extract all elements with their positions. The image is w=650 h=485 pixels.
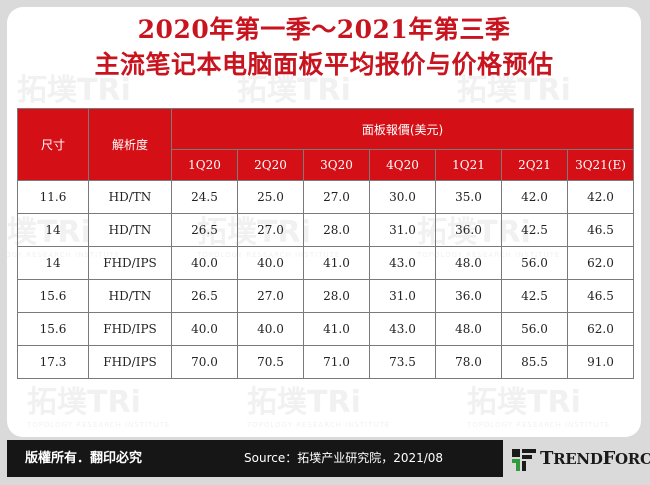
cell-price: 25.0 <box>237 180 304 214</box>
cell-size: 15.6 <box>17 312 89 346</box>
footer-bar: 版權所有．翻印必究 Source：拓墣产业研究院，2021/08 <box>7 440 503 477</box>
cell-price: 27.0 <box>303 180 370 214</box>
cell-resolution: HD/TN <box>88 180 172 214</box>
cell-price: 91.0 <box>566 345 635 379</box>
copyright-text: 版權所有．翻印必究 <box>25 451 143 466</box>
cell-size: 15.6 <box>17 279 89 313</box>
cell-price: 27.0 <box>237 213 304 247</box>
cell-price: 48.0 <box>435 246 502 280</box>
cell-price: 48.0 <box>435 312 502 346</box>
cell-price: 41.0 <box>303 246 370 280</box>
header-quarter: 3Q21(E) <box>566 149 635 181</box>
cell-price: 40.0 <box>171 246 238 280</box>
cell-price: 42.0 <box>501 180 568 214</box>
table-row: 14 HD/TN 26.5 27.0 28.0 31.0 36.0 42.5 46.5 <box>17 213 635 247</box>
cell-price: 46.5 <box>566 213 635 247</box>
brand-name: TRENDFORCE <box>540 448 650 469</box>
cell-price: 70.0 <box>171 345 238 379</box>
cell-price: 43.0 <box>369 246 436 280</box>
cell-resolution: FHD/IPS <box>88 312 172 346</box>
cell-resolution: FHD/IPS <box>88 345 172 379</box>
cell-size: 14 <box>17 213 89 247</box>
header-quarter: 2Q20 <box>237 149 304 181</box>
table-row: 11.6 HD/TN 24.5 25.0 27.0 30.0 35.0 42.0 42.0 <box>17 180 635 214</box>
cell-price: 26.5 <box>171 279 238 313</box>
cell-price: 40.0 <box>237 312 304 346</box>
cell-resolution: FHD/IPS <box>88 246 172 280</box>
cell-price: 62.0 <box>566 312 635 346</box>
cell-price: 40.0 <box>171 312 238 346</box>
header-quarter: 1Q21 <box>435 149 502 181</box>
header-quarter: 4Q20 <box>369 149 436 181</box>
cell-price: 42.5 <box>501 213 568 247</box>
header-quarter: 1Q20 <box>171 149 238 181</box>
cell-price: 73.5 <box>369 345 436 379</box>
cell-price: 43.0 <box>369 312 436 346</box>
cell-price: 27.0 <box>237 279 304 313</box>
cell-price: 36.0 <box>435 279 502 313</box>
cell-price: 46.5 <box>566 279 635 313</box>
cell-price: 31.0 <box>369 213 436 247</box>
source-text: Source：拓墣产业研究院，2021/08 <box>244 451 444 465</box>
price-table: 尺寸 解析度 面板報價(美元) 1Q20 2Q20 3Q20 4Q20 1Q21 2Q21… <box>17 108 635 379</box>
trendforce-logo-icon <box>512 449 536 471</box>
table-row: 15.6 FHD/IPS 40.0 40.0 41.0 43.0 48.0 56.0 62.0 <box>17 312 635 346</box>
cell-price: 62.0 <box>566 246 635 280</box>
header-price: 面板報價(美元) <box>170 108 635 150</box>
cell-price: 30.0 <box>369 180 436 214</box>
cell-price: 35.0 <box>435 180 502 214</box>
table-body: 11.6 HD/TN 24.5 25.0 27.0 30.0 35.0 42.0 42.0 14 H… <box>17 180 635 379</box>
cell-price: 70.5 <box>237 345 304 379</box>
cell-size: 14 <box>17 246 89 280</box>
cell-price: 71.0 <box>303 345 370 379</box>
table-row: 14 FHD/IPS 40.0 40.0 41.0 43.0 48.0 56.0 62.0 <box>17 246 635 280</box>
cell-resolution: HD/TN <box>88 279 172 313</box>
quarter-header-row: 1Q20 2Q20 3Q20 4Q20 1Q21 2Q21 3Q21(E) <box>18 149 635 181</box>
cell-price: 26.5 <box>171 213 238 247</box>
cell-price: 56.0 <box>501 246 568 280</box>
cell-price: 28.0 <box>303 279 370 313</box>
cell-price: 41.0 <box>303 312 370 346</box>
cell-size: 17.3 <box>17 345 89 379</box>
cell-resolution: HD/TN <box>88 213 172 247</box>
cell-price: 56.0 <box>501 312 568 346</box>
page-subtitle: 主流笔记本电脑面板平均报价与价格预估 <box>94 50 554 79</box>
table-row: 17.3 FHD/IPS 70.0 70.5 71.0 73.5 78.0 85.5 91.0 <box>17 345 635 379</box>
cell-price: 36.0 <box>435 213 502 247</box>
header-resolution: 解析度 <box>88 108 172 181</box>
cell-size: 11.6 <box>17 180 89 214</box>
cell-price: 40.0 <box>237 246 304 280</box>
cell-price: 28.0 <box>303 213 370 247</box>
cell-price: 78.0 <box>435 345 502 379</box>
cell-price: 42.0 <box>566 180 635 214</box>
table-row: 15.6 HD/TN 26.5 27.0 28.0 31.0 36.0 42.5 46.5 <box>17 279 635 313</box>
cell-price: 42.5 <box>501 279 568 313</box>
cell-price: 31.0 <box>369 279 436 313</box>
header-quarter: 2Q21 <box>501 149 568 181</box>
header-quarter: 3Q20 <box>303 149 370 181</box>
brand: TRENDFORCE <box>512 440 650 477</box>
cell-price: 85.5 <box>501 345 568 379</box>
cell-price: 24.5 <box>171 180 238 214</box>
page-title: 2020年第一季～2021年第三季 <box>137 15 511 44</box>
header-size: 尺寸 <box>17 108 89 181</box>
